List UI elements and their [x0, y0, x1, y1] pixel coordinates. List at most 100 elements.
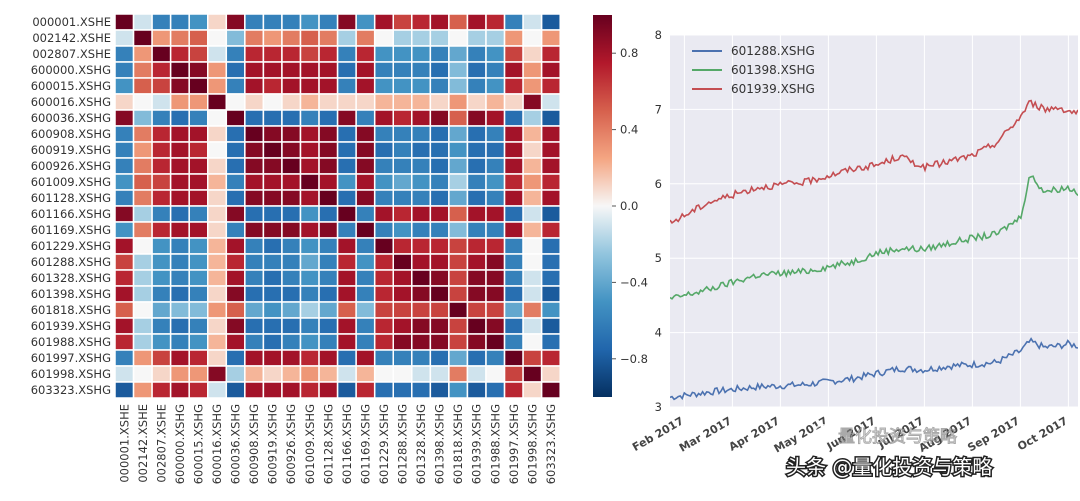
heatmap-cell — [207, 189, 228, 207]
heatmap-cell — [411, 301, 432, 319]
heatmap-row-label: 601229.XSHG — [31, 239, 111, 253]
heatmap-cell — [485, 125, 506, 143]
heatmap-cell — [207, 269, 228, 287]
heatmap-col-label: 000001.XSHE — [117, 404, 131, 483]
heatmap-cell — [503, 285, 524, 303]
heatmap-cell — [244, 269, 265, 287]
y-tick-label: 4 — [655, 326, 662, 340]
heatmap-col-label: 600000.XSHG — [173, 404, 187, 484]
line-chart-legend: 601288.XSHG 601398.XSHG 601939.XSHG — [692, 44, 815, 96]
heatmap-cell — [448, 317, 469, 335]
heatmap-cell — [244, 317, 265, 335]
heatmap-cell — [503, 29, 524, 47]
heatmap-col-label: 601128.XSHG — [321, 404, 335, 484]
heatmap-cell — [262, 109, 283, 127]
heatmap-cell — [281, 269, 302, 287]
heatmap-column-labels: 000001.XSHE 002142.XSHE 002807.XSHE 600000.… — [117, 404, 558, 484]
legend-label: 601398.XSHG — [731, 63, 815, 77]
heatmap-cell — [169, 157, 190, 175]
heatmap-cell — [355, 285, 376, 303]
heatmap-cell — [318, 29, 339, 47]
heatmap-cell — [355, 45, 376, 63]
heatmap-cell — [207, 285, 228, 303]
heatmap-cell — [466, 221, 487, 239]
heatmap-cell — [392, 13, 413, 31]
heatmap-cell — [151, 45, 172, 63]
heatmap-cell — [448, 189, 469, 207]
heatmap-cell — [132, 93, 153, 111]
heatmap-cell — [188, 221, 209, 239]
heatmap-cell — [355, 61, 376, 79]
heatmap-cell — [114, 189, 135, 207]
heatmap-cell — [244, 157, 265, 175]
heatmap-cell — [225, 205, 246, 223]
heatmap-cell — [522, 13, 543, 31]
y-tick-label: 6 — [655, 177, 662, 191]
heatmap-cell — [355, 109, 376, 127]
heatmap-cell — [318, 333, 339, 351]
heatmap-cell — [429, 157, 450, 175]
heatmap-cell — [132, 221, 153, 239]
heatmap-cell — [503, 333, 524, 351]
heatmap-cell — [429, 29, 450, 47]
heatmap-cell — [411, 77, 432, 95]
heatmap-cell — [262, 157, 283, 175]
heatmap-cell — [411, 349, 432, 367]
heatmap-cell — [225, 173, 246, 191]
heatmap-cell — [225, 125, 246, 143]
heatmap-cell — [485, 173, 506, 191]
heatmap-cell — [151, 29, 172, 47]
heatmap-cell — [336, 381, 357, 399]
heatmap-cell — [466, 29, 487, 47]
heatmap-cell — [392, 333, 413, 351]
heatmap-cell — [429, 317, 450, 335]
heatmap-cell — [318, 205, 339, 223]
heatmap-cell — [466, 141, 487, 159]
x-tick-label: Oct 2017 — [1015, 414, 1070, 453]
heatmap-cell — [411, 157, 432, 175]
heatmap-cell — [225, 109, 246, 127]
heatmap-cell — [485, 45, 506, 63]
heatmap-cell — [262, 285, 283, 303]
heatmap-cell — [373, 125, 395, 143]
heatmap-cell — [318, 301, 339, 319]
heatmap-cell — [151, 109, 172, 127]
heatmap-col-label: 601229.XSHG — [377, 404, 391, 484]
heatmap-cell — [448, 141, 469, 159]
heatmap-cell — [336, 189, 357, 207]
heatmap-cell — [318, 93, 339, 111]
heatmap-cell — [448, 301, 469, 319]
heatmap-cell — [336, 45, 357, 63]
colorbar — [593, 15, 612, 397]
heatmap-row-label: 601288.XSHG — [31, 255, 111, 269]
heatmap-cell — [336, 269, 357, 287]
heatmap-cell — [299, 349, 320, 367]
line-chart-background — [670, 35, 1078, 407]
heatmap-col-label: 601288.XSHG — [396, 404, 410, 484]
heatmap-cell — [466, 317, 487, 335]
heatmap-cell — [466, 381, 487, 399]
heatmap-cell — [244, 141, 265, 159]
heatmap-cell — [151, 317, 172, 335]
heatmap-cell — [169, 317, 190, 335]
heatmap-cell — [503, 13, 524, 31]
heatmap-cell — [336, 173, 357, 191]
heatmap-cell — [318, 141, 339, 159]
heatmap-cell — [225, 157, 246, 175]
heatmap-cell — [429, 61, 450, 79]
heatmap-cell — [207, 317, 228, 335]
heatmap-row-label: 603323.XSHG — [31, 383, 111, 397]
heatmap-cell — [392, 237, 413, 255]
heatmap-cell — [244, 77, 265, 95]
heatmap-cell — [522, 173, 543, 191]
heatmap-cell — [392, 205, 413, 223]
heatmap-cell — [244, 29, 265, 47]
heatmap-cell — [188, 45, 209, 63]
heatmap-cell — [318, 221, 339, 239]
heatmap-cell — [114, 77, 135, 95]
heatmap-cell — [132, 29, 153, 47]
heatmap-cell — [336, 205, 357, 223]
heatmap-cell — [540, 237, 561, 255]
heatmap-cell — [503, 93, 524, 111]
heatmap-cell — [114, 349, 135, 367]
